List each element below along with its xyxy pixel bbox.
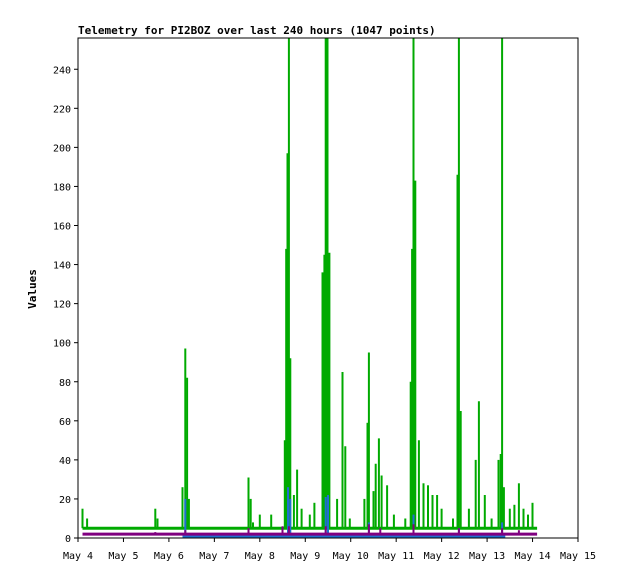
- y-tick-label: 100: [53, 339, 71, 350]
- series-layer: [81, 38, 538, 538]
- chart-title: Telemetry for PI2BOZ over last 240 hours…: [78, 24, 436, 37]
- y-tick-label: 80: [59, 378, 71, 389]
- x-axis: May 4 May 5 May 6 May 7 May 8 May 9 May 10 May …: [63, 538, 596, 562]
- series-2: [82, 524, 538, 536]
- y-axis-label: Values: [26, 269, 39, 309]
- x-tick-label: May 12: [424, 551, 460, 562]
- x-tick-label: May 10: [333, 551, 369, 562]
- y-tick-label: 120: [53, 300, 71, 311]
- y-tick-label: 60: [59, 417, 71, 428]
- y-tick-label: 180: [53, 182, 71, 193]
- x-tick-label: May 11: [378, 551, 414, 562]
- y-tick-label: 40: [59, 456, 71, 467]
- y-tick-label: 200: [53, 143, 71, 154]
- y-axis: 0 20 40 60 80 100 120 140 160 180 200 220 240: [53, 65, 78, 545]
- x-tick-label: May 5: [108, 551, 138, 562]
- y-tick-label: 20: [59, 495, 71, 506]
- x-tick-label: May 15: [560, 551, 596, 562]
- series-0: [81, 38, 538, 530]
- x-tick-label: May 4: [63, 551, 93, 562]
- y-tick-label: 140: [53, 261, 71, 272]
- x-tick-label: May 6: [154, 551, 184, 562]
- plot-frame: [77, 37, 579, 539]
- y-tick-label: 240: [53, 65, 71, 76]
- x-tick-label: May 8: [245, 551, 275, 562]
- x-tick-label: May 7: [199, 551, 229, 562]
- y-tick-label: 160: [53, 222, 71, 233]
- x-tick-label: May 13: [469, 551, 505, 562]
- y-tick-label: 220: [53, 104, 71, 115]
- x-tick-label: May 9: [290, 551, 320, 562]
- y-tick-label: 0: [65, 534, 71, 545]
- x-tick-label: May 14: [514, 551, 550, 562]
